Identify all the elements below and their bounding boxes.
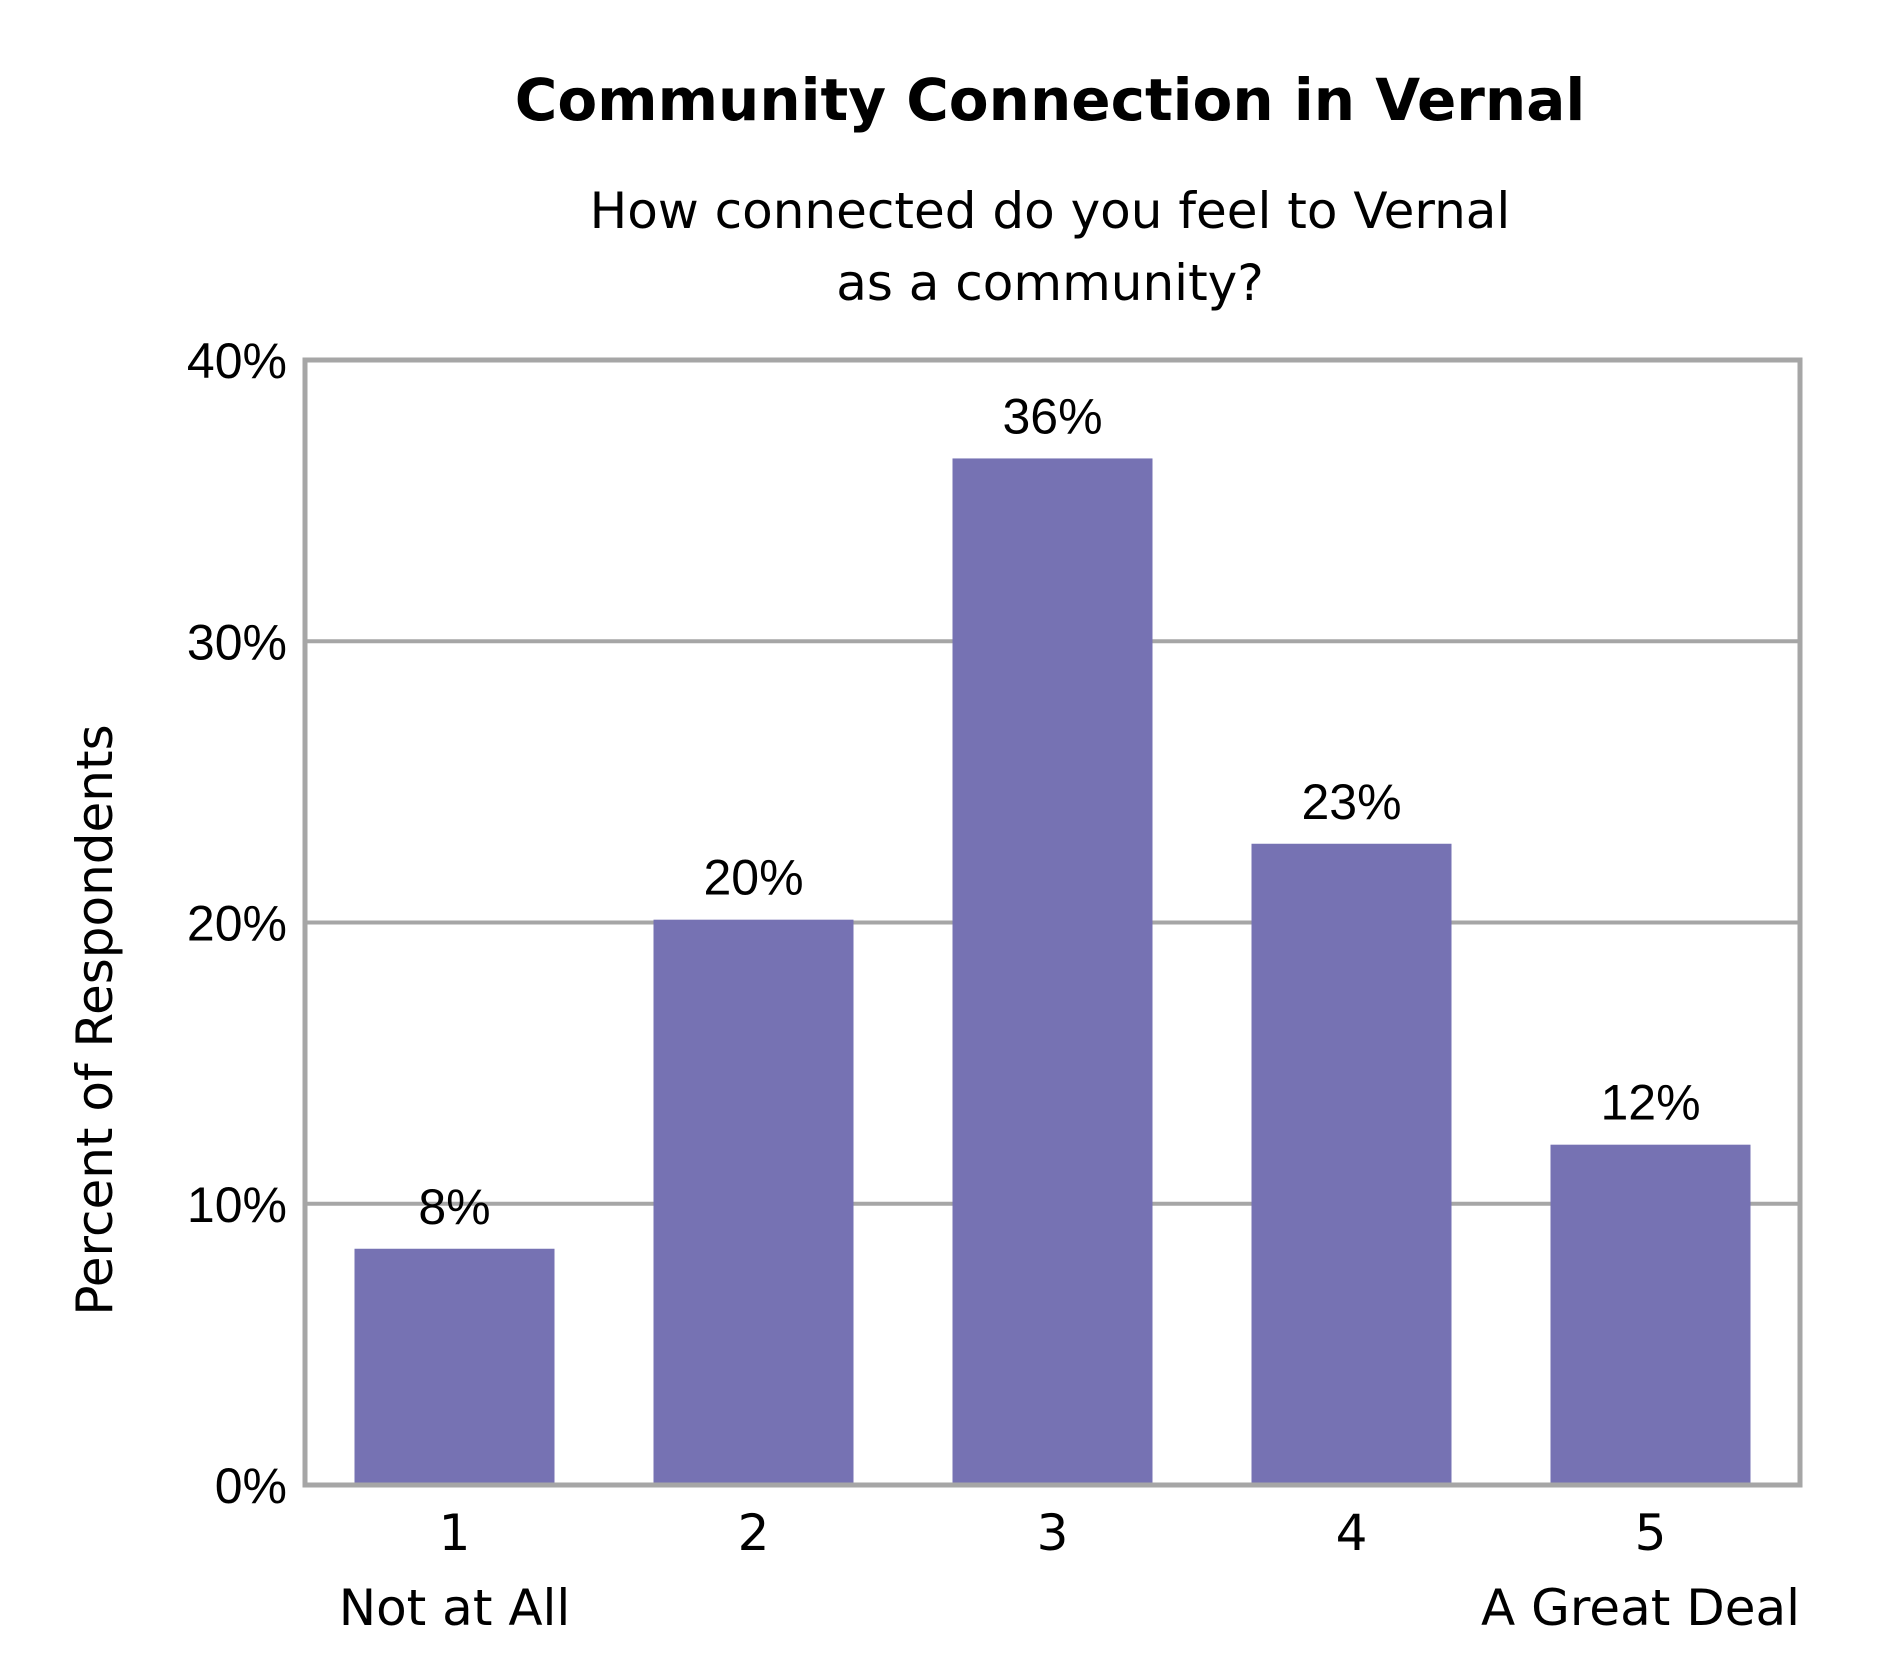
data-label-3: 36%: [1002, 388, 1102, 444]
bar-2: [653, 919, 854, 1485]
data-label-2: 20%: [703, 850, 803, 906]
x-tick-sublabel-1: Not at All: [339, 1579, 571, 1637]
data-labels: 8% 20% 36% 23% 12%: [418, 388, 1700, 1234]
plot-frame: [302, 357, 1803, 1488]
x-axis-ticks: 1 Not at All 2 3 4 5 A Great Deal: [339, 1504, 1800, 1637]
bar-3: [952, 458, 1153, 1485]
bars: [354, 458, 1751, 1485]
y-axis-ticks: 0% 10% 20% 30% 40%: [187, 333, 287, 1514]
chart-title: Community Connection in Vernal: [515, 66, 1585, 134]
chart-subtitle-line-2: as a community?: [836, 254, 1264, 312]
x-tick-sublabel-5: A Great Deal: [1481, 1579, 1800, 1637]
bar-5: [1550, 1144, 1751, 1485]
bar-4: [1251, 843, 1452, 1485]
y-tick-label-0: 0%: [215, 1458, 287, 1514]
x-tick-label-2: 2: [738, 1504, 770, 1562]
y-tick-label-40: 40%: [187, 333, 287, 389]
y-tick-label-30: 30%: [187, 614, 287, 670]
data-label-5: 12%: [1600, 1075, 1700, 1131]
chart-subtitle-line-1: How connected do you feel to Vernal: [590, 182, 1511, 240]
data-label-4: 23%: [1301, 774, 1401, 830]
y-axis-label: Percent of Respondents: [66, 724, 124, 1315]
y-tick-label-10: 10%: [187, 1177, 287, 1233]
bar-1: [354, 1248, 555, 1485]
x-tick-label-1: 1: [439, 1504, 471, 1562]
x-tick-label-3: 3: [1037, 1504, 1069, 1562]
x-tick-label-4: 4: [1336, 1504, 1368, 1562]
y-tick-label-20: 20%: [187, 896, 287, 952]
x-tick-label-5: 5: [1635, 1504, 1667, 1562]
data-label-1: 8%: [418, 1179, 490, 1235]
